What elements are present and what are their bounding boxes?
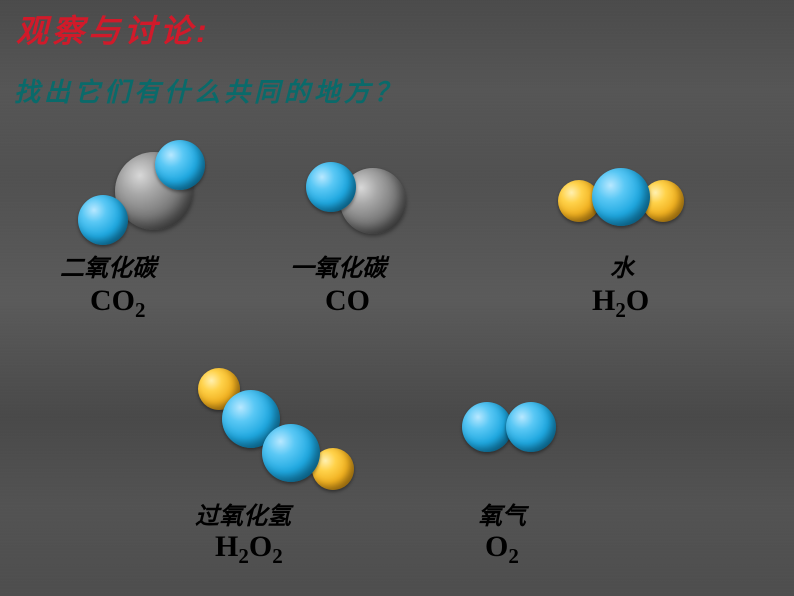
- atom-oxygen: [155, 140, 205, 190]
- label-co: 一氧化碳: [290, 248, 386, 283]
- formula-o2: O2: [485, 530, 519, 569]
- formula-h2o: H2O: [592, 284, 649, 323]
- formula-co2: CO2: [90, 284, 146, 323]
- formula-h2o2: H2O2: [215, 530, 283, 569]
- label-h2o: 水: [610, 248, 634, 283]
- atom-oxygen: [262, 424, 320, 482]
- page-subtitle: 找出它们有什么共同的地方？: [14, 72, 404, 109]
- label-co2: 二氧化碳: [60, 248, 156, 283]
- atom-oxygen: [306, 162, 356, 212]
- atom-oxygen: [592, 168, 650, 226]
- atom-oxygen: [506, 402, 556, 452]
- atom-oxygen: [78, 195, 128, 245]
- page-title: 观察与讨论:: [16, 6, 211, 52]
- formula-co: CO: [325, 284, 370, 318]
- label-o2: 氧气: [478, 496, 526, 531]
- atom-oxygen: [462, 402, 512, 452]
- label-h2o2: 过氧化氢: [195, 496, 291, 531]
